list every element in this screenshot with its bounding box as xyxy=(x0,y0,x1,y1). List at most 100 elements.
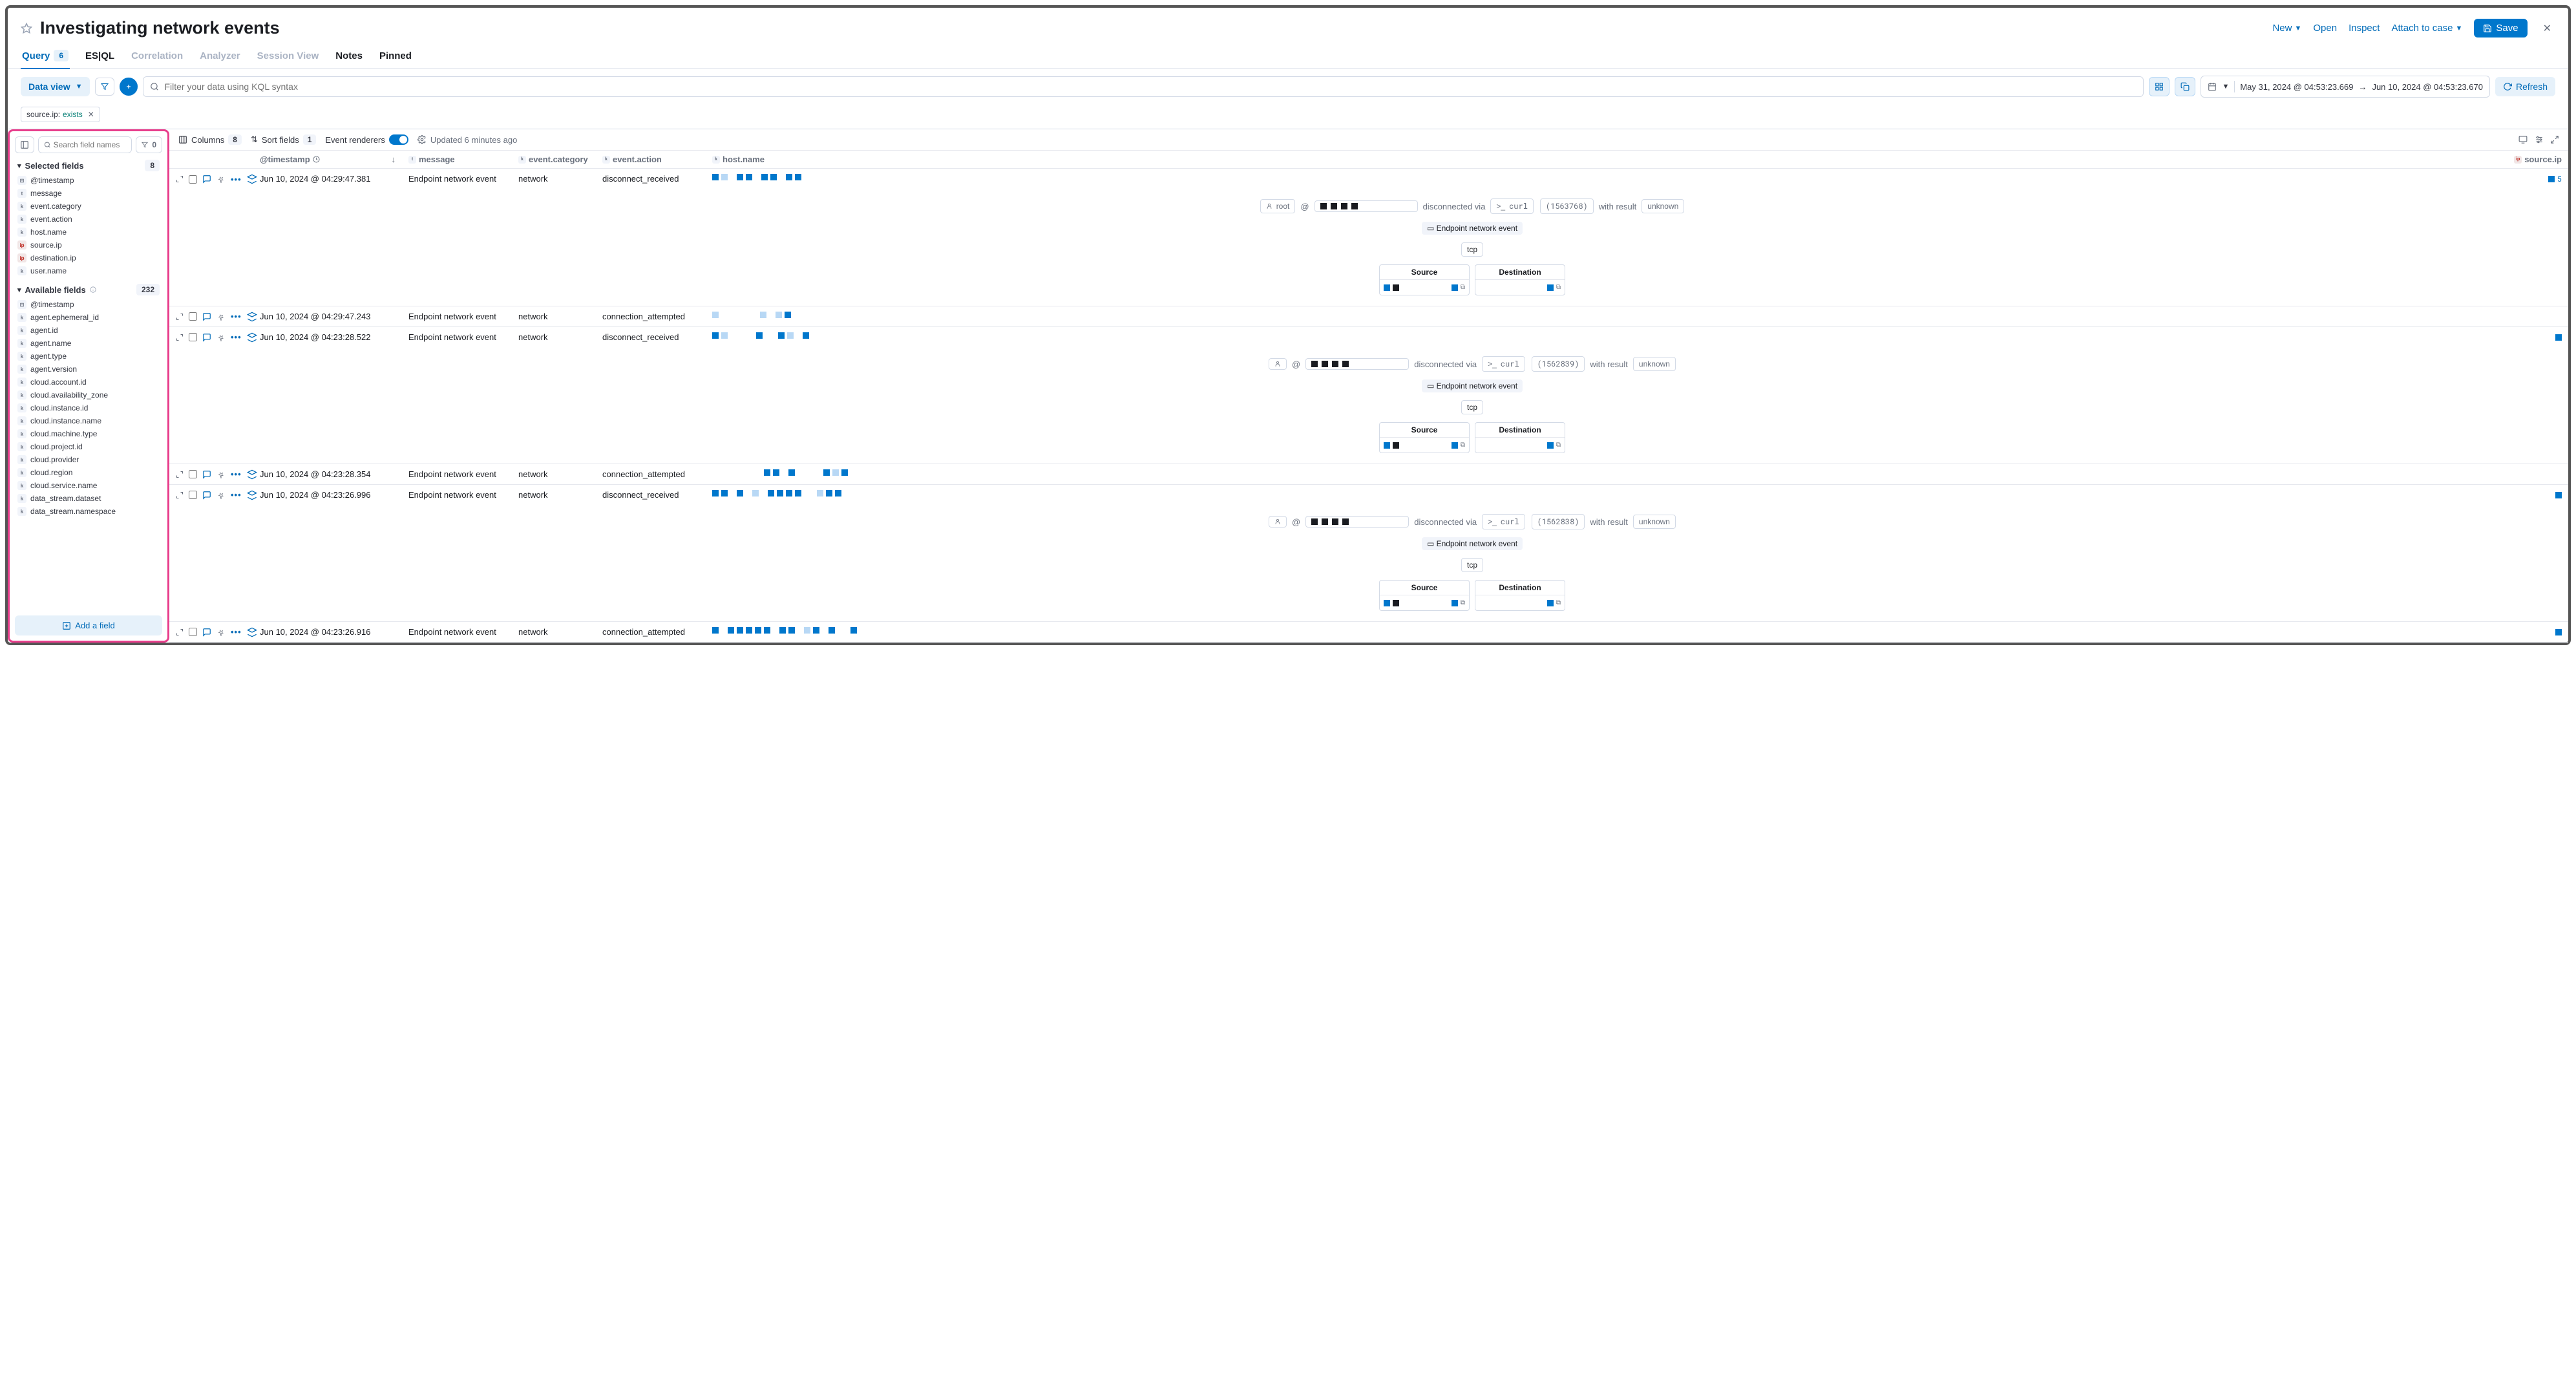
host-chip[interactable] xyxy=(1314,200,1418,212)
field-item[interactable]: kevent.category xyxy=(15,200,162,213)
pin-icon[interactable] xyxy=(216,312,226,321)
selected-fields-header[interactable]: ▾ Selected fields 8 xyxy=(15,153,162,174)
refresh-button[interactable]: Refresh xyxy=(2495,77,2555,96)
row-checkbox[interactable] xyxy=(189,175,197,184)
more-actions-icon[interactable]: ••• xyxy=(231,332,242,342)
notes-icon[interactable] xyxy=(202,628,211,637)
user-chip[interactable] xyxy=(1269,516,1287,528)
add-field-button[interactable]: Add a field xyxy=(15,615,162,635)
date-range-picker[interactable]: ▼ May 31, 2024 @ 04:53:23.669 → Jun 10, … xyxy=(2201,76,2490,98)
more-actions-icon[interactable]: ••• xyxy=(231,469,242,479)
popout-icon[interactable]: ⧉ xyxy=(1461,284,1465,291)
field-item[interactable]: kcloud.service.name xyxy=(15,479,162,492)
protocol-chip[interactable]: tcp xyxy=(1461,242,1483,257)
result-chip[interactable]: unknown xyxy=(1633,515,1676,529)
save-button[interactable]: Save xyxy=(2474,19,2527,37)
popout-icon[interactable]: ⧉ xyxy=(1461,599,1465,606)
field-item[interactable]: kcloud.account.id xyxy=(15,376,162,389)
pid-chip[interactable]: (1562838) xyxy=(1532,514,1585,529)
notes-icon[interactable] xyxy=(202,312,211,321)
copy-icon-button[interactable] xyxy=(2175,77,2195,96)
tab-pinned[interactable]: Pinned xyxy=(378,43,413,69)
field-item[interactable]: kagent.ephemeral_id xyxy=(15,311,162,324)
fullscreen-icon[interactable] xyxy=(2550,135,2559,144)
popout-icon[interactable]: ⧉ xyxy=(1461,442,1465,449)
protocol-chip[interactable]: tcp xyxy=(1461,400,1483,414)
more-actions-icon[interactable]: ••• xyxy=(231,175,242,184)
tab-correlation[interactable]: Correlation xyxy=(130,43,184,69)
field-item[interactable]: ⊡@timestamp xyxy=(15,298,162,311)
toggle-switch[interactable] xyxy=(389,134,408,145)
dataview-selector[interactable]: Data view ▼ xyxy=(21,77,90,96)
pin-icon[interactable] xyxy=(216,628,226,637)
field-search-input[interactable] xyxy=(54,140,127,149)
row-checkbox[interactable] xyxy=(189,312,197,321)
row-checkbox[interactable] xyxy=(189,628,197,636)
field-item[interactable]: ⊡@timestamp xyxy=(15,174,162,187)
col-category[interactable]: kevent.category xyxy=(512,151,596,168)
expand-icon[interactable] xyxy=(176,491,184,499)
pid-chip[interactable]: (1562839) xyxy=(1532,356,1585,372)
result-chip[interactable]: unknown xyxy=(1633,357,1676,371)
favorite-star-icon[interactable] xyxy=(21,23,32,34)
field-item[interactable]: kcloud.instance.id xyxy=(15,401,162,414)
process-chip[interactable]: >_ curl xyxy=(1490,198,1534,214)
pin-icon[interactable] xyxy=(216,470,226,479)
col-host[interactable]: khost.name xyxy=(706,151,887,168)
field-search[interactable] xyxy=(38,136,132,153)
user-chip[interactable]: root xyxy=(1260,199,1296,213)
popout-icon[interactable]: ⧉ xyxy=(1556,284,1561,291)
more-actions-icon[interactable]: ••• xyxy=(231,490,242,500)
expand-icon[interactable] xyxy=(176,628,184,636)
host-chip[interactable] xyxy=(1305,516,1409,528)
row-checkbox[interactable] xyxy=(189,333,197,341)
filter-icon-button[interactable] xyxy=(95,78,114,96)
field-item[interactable]: tmessage xyxy=(15,187,162,200)
col-timestamp[interactable]: @timestamp ↓ xyxy=(253,151,402,168)
available-fields-header[interactable]: ▾ Available fields 232 xyxy=(15,277,162,298)
user-chip[interactable] xyxy=(1269,358,1287,370)
field-item[interactable]: ipsource.ip xyxy=(15,239,162,251)
notes-icon[interactable] xyxy=(202,175,211,184)
col-source[interactable]: ipsource.ip xyxy=(887,151,2568,168)
notes-icon[interactable] xyxy=(202,333,211,342)
open-button[interactable]: Open xyxy=(2313,23,2337,34)
popout-icon[interactable]: ⧉ xyxy=(1556,442,1561,449)
field-item[interactable]: kcloud.project.id xyxy=(15,440,162,453)
tab-esql[interactable]: ES|QL xyxy=(84,43,116,69)
sort-fields-button[interactable]: ⇅Sort fields1 xyxy=(251,134,316,145)
kql-search-bar[interactable] xyxy=(143,76,2144,97)
notes-icon[interactable] xyxy=(202,491,211,500)
inspect-button[interactable]: Inspect xyxy=(2349,23,2380,34)
field-item[interactable]: khost.name xyxy=(15,226,162,239)
popout-icon[interactable]: ⧉ xyxy=(1556,599,1561,606)
host-chip[interactable] xyxy=(1305,358,1409,370)
pin-icon[interactable] xyxy=(216,491,226,500)
process-chip[interactable]: >_ curl xyxy=(1482,356,1525,372)
kql-input[interactable] xyxy=(164,81,2137,92)
tab-query[interactable]: Query6 xyxy=(21,43,70,69)
pin-icon[interactable] xyxy=(216,333,226,342)
share-icon-button[interactable] xyxy=(2149,77,2170,96)
add-filter-button[interactable] xyxy=(120,78,138,96)
field-item[interactable]: kagent.name xyxy=(15,337,162,350)
field-item[interactable]: kdata_stream.namespace xyxy=(15,505,162,518)
tab-notes[interactable]: Notes xyxy=(334,43,364,69)
expand-icon[interactable] xyxy=(176,175,184,183)
columns-button[interactable]: Columns8 xyxy=(178,134,242,145)
expand-icon[interactable] xyxy=(176,471,184,478)
field-item[interactable]: kagent.type xyxy=(15,350,162,363)
field-item[interactable]: kevent.action xyxy=(15,213,162,226)
sidebar-layout-toggle[interactable] xyxy=(15,136,34,153)
protocol-chip[interactable]: tcp xyxy=(1461,558,1483,572)
field-item[interactable]: kcloud.region xyxy=(15,466,162,479)
field-item[interactable]: kcloud.instance.name xyxy=(15,414,162,427)
field-item[interactable]: kagent.version xyxy=(15,363,162,376)
result-chip[interactable]: unknown xyxy=(1642,199,1684,213)
attach-to-case-button[interactable]: Attach to case ▼ xyxy=(2391,23,2462,34)
expand-icon[interactable] xyxy=(176,334,184,341)
remove-filter-icon[interactable]: ✕ xyxy=(88,110,94,119)
view-mode-icon[interactable] xyxy=(2518,135,2528,144)
new-button[interactable]: New ▼ xyxy=(2272,23,2301,34)
field-item[interactable]: kuser.name xyxy=(15,264,162,277)
